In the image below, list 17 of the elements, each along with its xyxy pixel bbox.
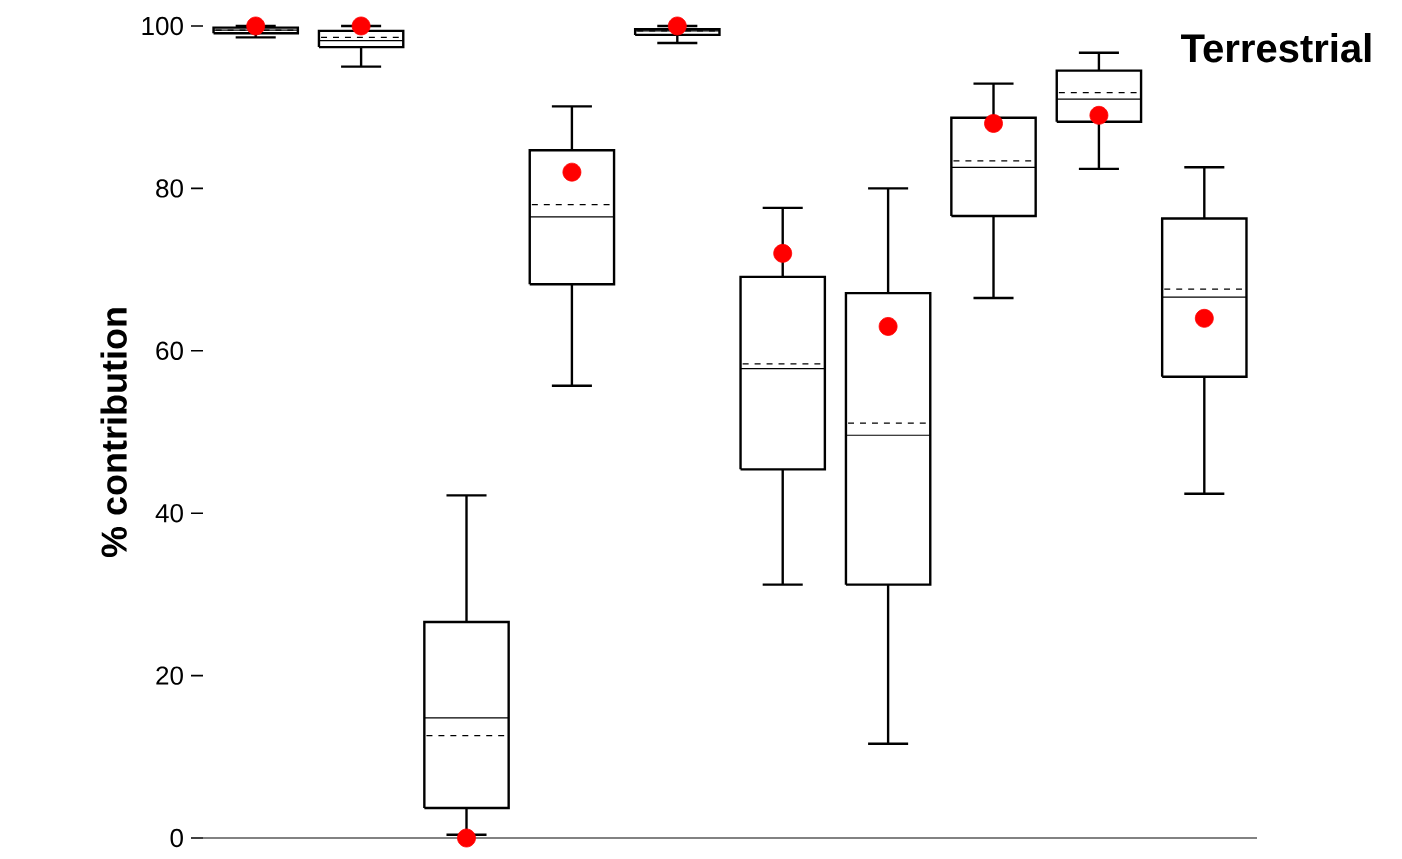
point (667, 16, 687, 36)
y-tick-label: 0 (170, 828, 183, 848)
y-tick-label: 60 (156, 341, 183, 360)
point (562, 162, 582, 182)
point (878, 317, 898, 336)
point (984, 114, 1003, 133)
point (773, 243, 793, 263)
chart-title: Terrestrial (1181, 33, 1371, 63)
y-tick-label: 100 (142, 16, 183, 36)
y-tick-label: 80 (156, 179, 183, 198)
y-tick-label: 20 (156, 666, 183, 685)
point (1089, 105, 1109, 125)
point (351, 16, 371, 36)
y-tick-label: 40 (155, 503, 183, 523)
y-axis-title: % contribution (100, 308, 127, 558)
point (246, 16, 266, 36)
point (1194, 308, 1214, 328)
